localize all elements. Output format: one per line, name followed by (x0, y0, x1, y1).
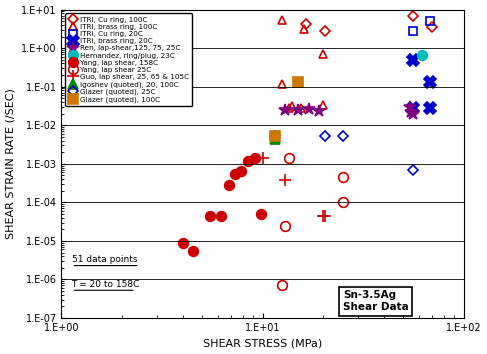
Line: ITRI, Cu ring, 100C: ITRI, Cu ring, 100C (302, 12, 436, 35)
ITRI, Cu ring, 20C (410, 29, 416, 33)
ITRI, brass ring, 100C (286, 106, 292, 110)
Glazer (quoted), 100C (295, 80, 301, 84)
Line: ITRI, Cu ring, 20C: ITRI, Cu ring, 20C (409, 17, 434, 35)
X-axis label: SHEAR STRESS (MPa): SHEAR STRESS (MPa) (203, 338, 322, 348)
Guo, lap shear, 25, 65 & 105C (322, 213, 328, 218)
Line: Glazer (quoted), 100C: Glazer (quoted), 100C (270, 78, 303, 141)
Guo, lap shear, 25, 65 & 105C (260, 156, 265, 160)
Ren, lap-shear,125, 75, 25C (409, 110, 414, 114)
Yang, lap shear, 158C (238, 169, 244, 173)
Yang, lap shear 25C (286, 156, 292, 160)
Guo, lap shear, 25, 65 & 105C (282, 178, 288, 182)
Yang, lap shear 25C (339, 175, 345, 179)
Yang, lap shear, 158C (258, 212, 263, 216)
ITRI, brass ring, 100C (300, 27, 306, 31)
Yang, lap shear, 158C (226, 183, 232, 187)
ITRI, Cu ring, 100C (303, 22, 309, 26)
Text: T = 20 to 158C: T = 20 to 158C (72, 280, 140, 289)
Yang, lap shear, 158C (180, 241, 186, 245)
ITRI, Cu ring, 100C (322, 29, 328, 33)
Line: Yang, lap shear 25C: Yang, lap shear 25C (277, 153, 347, 290)
Text: Sn-3.5Ag
Shear Data: Sn-3.5Ag Shear Data (343, 290, 409, 312)
Yang, lap shear, 158C (190, 249, 196, 253)
Yang, lap shear, 158C (252, 156, 258, 160)
Ren, lap-shear,125, 75, 25C (282, 108, 288, 112)
Glazer (quoted), 25C (410, 168, 416, 172)
Yang, lap shear 25C (282, 223, 288, 228)
Ren, lap-shear,125, 75, 25C (316, 108, 321, 113)
Yang, lap shear, 158C (245, 159, 251, 163)
ITRI, brass ring, 100C (320, 103, 326, 107)
Yang, lap shear 25C (339, 200, 345, 205)
Glazer (quoted), 25C (339, 134, 345, 138)
Line: Ren, lap-shear,125, 75, 25C: Ren, lap-shear,125, 75, 25C (279, 101, 419, 120)
Yang, lap shear, 158C (207, 213, 213, 218)
Yang, lap shear, 158C (218, 213, 224, 218)
Glazer (quoted), 100C (272, 134, 278, 138)
ITRI, Cu ring, 100C (430, 25, 435, 29)
ITRI, brass ring, 100C (289, 104, 295, 108)
Line: Glazer (quoted), 25C: Glazer (quoted), 25C (271, 132, 417, 173)
ITRI, brass ring, 100C (279, 81, 285, 86)
Ren, lap-shear,125, 75, 25C (306, 107, 312, 111)
Yang, lap shear 25C (279, 283, 285, 287)
Ren, lap-shear,125, 75, 25C (295, 108, 301, 112)
ITRI, Cu ring, 20C (427, 19, 433, 23)
Line: ITRI, brass ring, 100C: ITRI, brass ring, 100C (278, 16, 327, 112)
Line: ITRI, brass ring, 20C: ITRI, brass ring, 20C (408, 54, 435, 114)
Text: 51 data points: 51 data points (72, 255, 137, 264)
Ren, lap-shear,125, 75, 25C (410, 112, 416, 116)
Line: Yang, lap shear, 158C: Yang, lap shear, 158C (178, 153, 265, 256)
Ren, lap-shear,125, 75, 25C (407, 105, 413, 109)
Y-axis label: SHEAR STRAIN RATE (/SEC): SHEAR STRAIN RATE (/SEC) (5, 88, 16, 239)
Glazer (quoted), 25C (272, 134, 278, 138)
ITRI, brass ring, 100C (320, 52, 326, 56)
Yang, lap shear, 158C (232, 172, 238, 176)
ITRI, Cu ring, 100C (410, 13, 416, 18)
Legend: ITRI, Cu ring, 100C, ITRI, brass ring, 100C, ITRI, Cu ring, 20C, ITRI, brass rin: ITRI, Cu ring, 100C, ITRI, brass ring, 1… (65, 13, 192, 107)
ITRI, brass ring, 20C (410, 106, 416, 110)
ITRI, brass ring, 20C (427, 80, 433, 84)
Glazer (quoted), 25C (322, 134, 328, 138)
ITRI, brass ring, 100C (279, 17, 285, 22)
ITRI, brass ring, 100C (298, 106, 304, 110)
ITRI, brass ring, 20C (410, 58, 416, 62)
ITRI, brass ring, 20C (427, 106, 433, 110)
Guo, lap shear, 25, 65 & 105C (320, 213, 326, 218)
Line: Guo, lap shear, 25, 65 & 105C: Guo, lap shear, 25, 65 & 105C (257, 153, 331, 221)
